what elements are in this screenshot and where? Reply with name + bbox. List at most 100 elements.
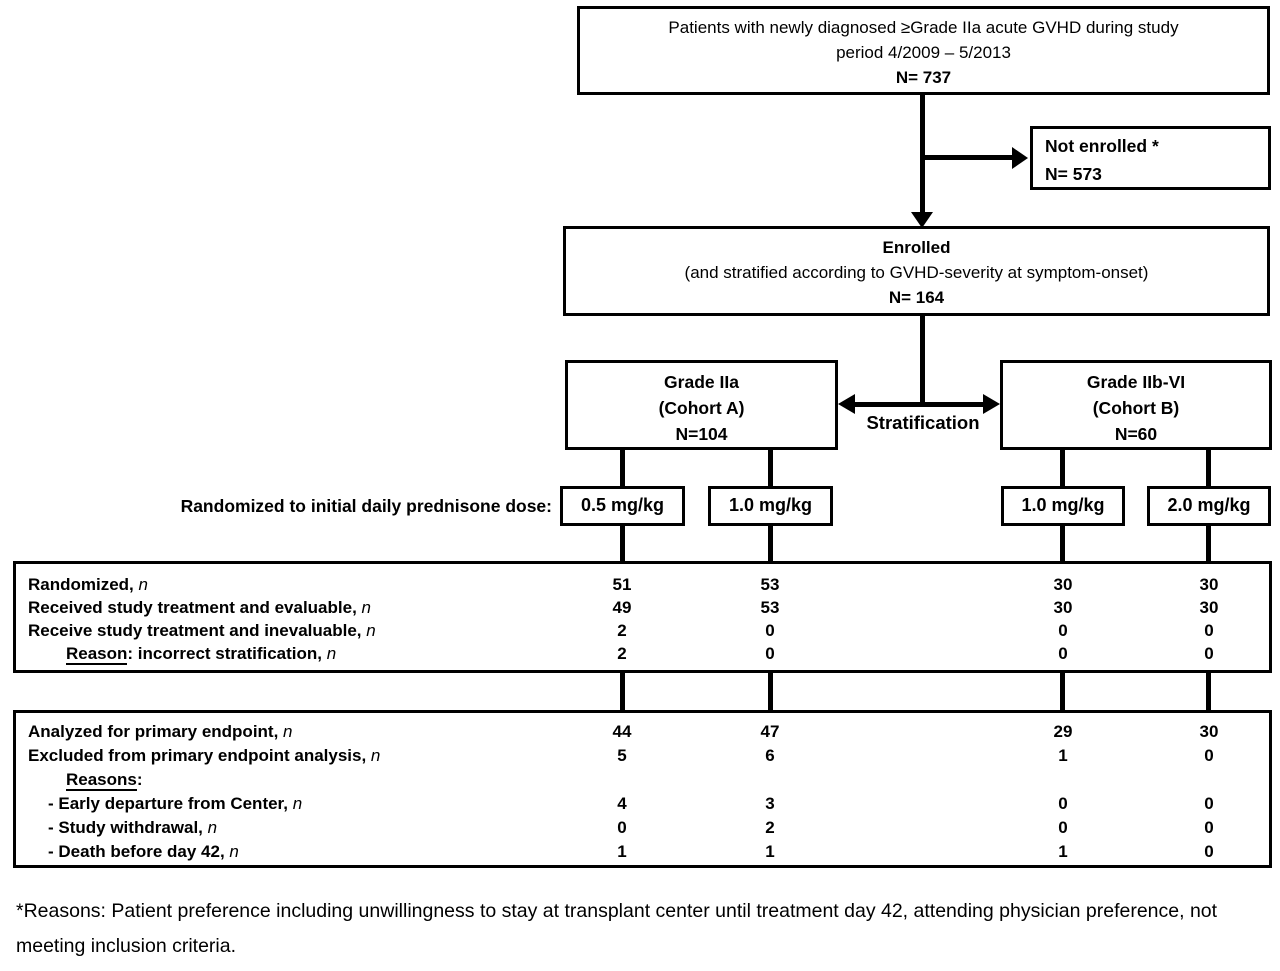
cell-value: 1 — [765, 842, 775, 861]
enrolled-box: Enrolled (and stratified according to GV… — [563, 226, 1270, 316]
connector-cohort-dose-1 — [620, 450, 625, 486]
n-symbol: n — [138, 575, 148, 594]
connector-dose-table-4 — [1206, 526, 1211, 561]
connector-table-table-3 — [1060, 673, 1065, 710]
cohort-b-count: N=60 — [1114, 424, 1158, 444]
connector-screened-enrolled — [920, 95, 925, 213]
table-row: Randomized, n 51 53 30 30 — [16, 573, 1269, 596]
row-label: - Death before day 42, — [48, 842, 230, 861]
dose-prompt-label: Randomized to initial daily prednisone d… — [180, 496, 552, 516]
cell-value: 0 — [1058, 621, 1068, 640]
cell-value: 6 — [765, 746, 775, 765]
connector-enrolled-stratification — [920, 316, 925, 404]
connector-cohort-dose-3 — [1060, 450, 1065, 486]
arrow-right-icon — [1012, 147, 1028, 169]
table-row: Excluded from primary endpoint analysis,… — [16, 744, 1269, 768]
screened-count: N= 737 — [895, 68, 952, 87]
table-row: Reasons: — [16, 768, 1269, 792]
connector-table-table-1 — [620, 673, 625, 710]
cell-value: 5 — [617, 746, 627, 765]
cell-value: 0 — [1204, 842, 1214, 861]
cohort-b-box: Grade IIb-VI (Cohort B) N=60 — [1000, 360, 1272, 450]
row-label: Randomized, — [28, 575, 139, 594]
cell-value: 0 — [617, 818, 627, 837]
stratification-arrow-line — [852, 402, 986, 407]
cell-value: 2 — [765, 818, 775, 837]
cell-value: 30 — [1199, 575, 1219, 594]
n-symbol: n — [292, 794, 303, 813]
row-label: Receive study treatment and inevaluable, — [28, 621, 367, 640]
arrow-down-icon — [911, 212, 933, 228]
enrolled-subtitle: (and stratified according to GVHD-severi… — [684, 263, 1149, 282]
connector-cohort-dose-2 — [768, 450, 773, 486]
cell-value: 0 — [1058, 794, 1068, 813]
cell-value: 30 — [1199, 598, 1219, 617]
cell-value: 0 — [1204, 794, 1214, 813]
n-symbol: n — [326, 644, 337, 663]
cohort-a-title: Grade IIa — [664, 372, 739, 392]
cell-value: 0 — [765, 621, 775, 640]
row-label: : — [136, 770, 143, 789]
cell-value: 51 — [612, 575, 632, 594]
n-symbol: n — [229, 842, 239, 861]
cell-value: 0 — [1204, 644, 1214, 663]
connector-not-enrolled — [920, 155, 1014, 160]
screened-line1: Patients with newly diagnosed ≥Grade IIa… — [668, 18, 1179, 37]
cell-value: 4 — [617, 794, 627, 813]
row-label: Excluded from primary endpoint analysis, — [28, 746, 371, 765]
cell-value: 44 — [612, 722, 632, 741]
cell-value: 2 — [617, 644, 627, 663]
dose-box-3: 1.0 mg/kg — [1001, 486, 1125, 526]
table-row: Reason: incorrect stratification, n 2 0 … — [16, 642, 1269, 665]
cell-value: 29 — [1053, 722, 1073, 741]
cell-value: 53 — [760, 575, 780, 594]
row-label-underlined: Reasons — [66, 770, 137, 791]
cohort-a-count: N=104 — [675, 424, 728, 444]
connector-dose-table-2 — [768, 526, 773, 561]
cell-value: 30 — [1199, 722, 1219, 741]
n-symbol: n — [207, 818, 218, 837]
stratification-label: Stratification — [866, 412, 980, 433]
cohort-a-box: Grade IIa (Cohort A) N=104 — [565, 360, 838, 450]
table-row: Received study treatment and evaluable, … — [16, 596, 1269, 619]
connector-table-table-4 — [1206, 673, 1211, 710]
row-label: : incorrect stratification, — [127, 644, 327, 663]
cell-value: 47 — [760, 722, 780, 741]
cell-value: 1 — [1058, 842, 1068, 861]
row-label: Analyzed for primary endpoint, — [28, 722, 284, 741]
cell-value: 53 — [760, 598, 780, 617]
table-row: Analyzed for primary endpoint, n 44 47 2… — [16, 720, 1269, 744]
cohort-a-subtitle: (Cohort A) — [658, 398, 745, 418]
dose-box-4: 2.0 mg/kg — [1147, 486, 1271, 526]
cell-value: 49 — [612, 598, 632, 617]
cell-value: 0 — [1204, 746, 1214, 765]
cell-value: 0 — [1058, 644, 1068, 663]
cell-value: 2 — [617, 621, 627, 640]
dose-box-2: 1.0 mg/kg — [708, 486, 833, 526]
row-label: - Early departure from Center, — [48, 794, 293, 813]
not-enrolled-box: Not enrolled * N= 573 — [1030, 126, 1271, 190]
row-label-underlined: Reason — [66, 644, 128, 665]
not-enrolled-title: Not enrolled * — [1045, 136, 1159, 156]
n-symbol: n — [361, 598, 371, 617]
arrow-right-icon — [983, 394, 1000, 414]
cell-value: 30 — [1053, 598, 1073, 617]
cell-value: 0 — [765, 644, 775, 663]
dose-box-1: 0.5 mg/kg — [560, 486, 685, 526]
footnote: *Reasons: Patient preference including u… — [16, 900, 1218, 957]
arrow-left-icon — [838, 394, 855, 414]
enrolled-title: Enrolled — [882, 238, 951, 257]
not-enrolled-count: N= 573 — [1045, 164, 1102, 184]
row-label: Received study treatment and evaluable, — [28, 598, 362, 617]
connector-cohort-dose-4 — [1206, 450, 1211, 486]
randomization-table: Randomized, n 51 53 30 30 Received study… — [13, 561, 1272, 673]
table-row: - Study withdrawal, n 0 2 0 0 — [16, 816, 1269, 840]
n-symbol: n — [370, 746, 381, 765]
cohort-b-title: Grade IIb-VI — [1086, 372, 1186, 392]
connector-dose-table-3 — [1060, 526, 1065, 561]
cell-value: 30 — [1053, 575, 1073, 594]
table-row: - Death before day 42, n 1 1 1 0 — [16, 840, 1269, 864]
n-symbol: n — [366, 621, 376, 640]
cell-value: 0 — [1058, 818, 1068, 837]
